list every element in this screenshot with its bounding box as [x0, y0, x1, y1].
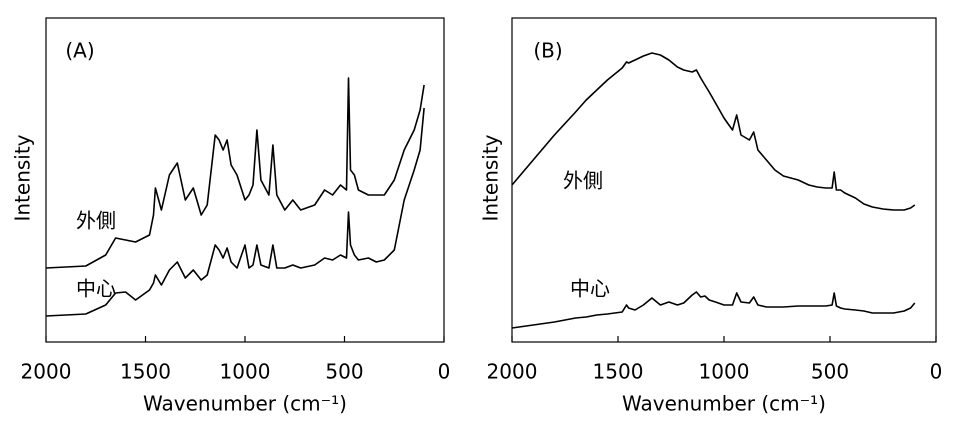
series-label: 外側: [76, 209, 116, 233]
spectrum-line: [511, 52, 916, 211]
x-tick-label: 2000: [21, 360, 72, 384]
x-tick-label: 1500: [593, 360, 644, 384]
y-axis-label: Intensity: [479, 134, 503, 221]
x-tick-label: 1000: [699, 360, 750, 384]
x-tick-label: 0: [930, 360, 943, 384]
y-axis-label: Intensity: [11, 134, 35, 221]
x-axis-label: Wavenumber (cm⁻¹): [143, 392, 347, 416]
x-tick-label: 1000: [220, 360, 271, 384]
spectrum-line: [45, 77, 425, 269]
x-tick-label: 500: [811, 360, 849, 384]
series-label: 外側: [563, 169, 603, 193]
panel-title: (B): [533, 39, 562, 63]
x-tick-label: 500: [325, 360, 363, 384]
series-label: 中心: [76, 277, 116, 301]
series-label: 中心: [570, 277, 610, 301]
x-tick-label: 2000: [487, 360, 538, 384]
panel-title: (A): [65, 39, 94, 63]
x-tick-label: 1500: [120, 360, 171, 384]
spectrum-line: [511, 291, 916, 329]
x-axis-label: Wavenumber (cm⁻¹): [622, 392, 826, 416]
spectrum-line: [45, 107, 425, 317]
x-tick-label: 0: [438, 360, 451, 384]
